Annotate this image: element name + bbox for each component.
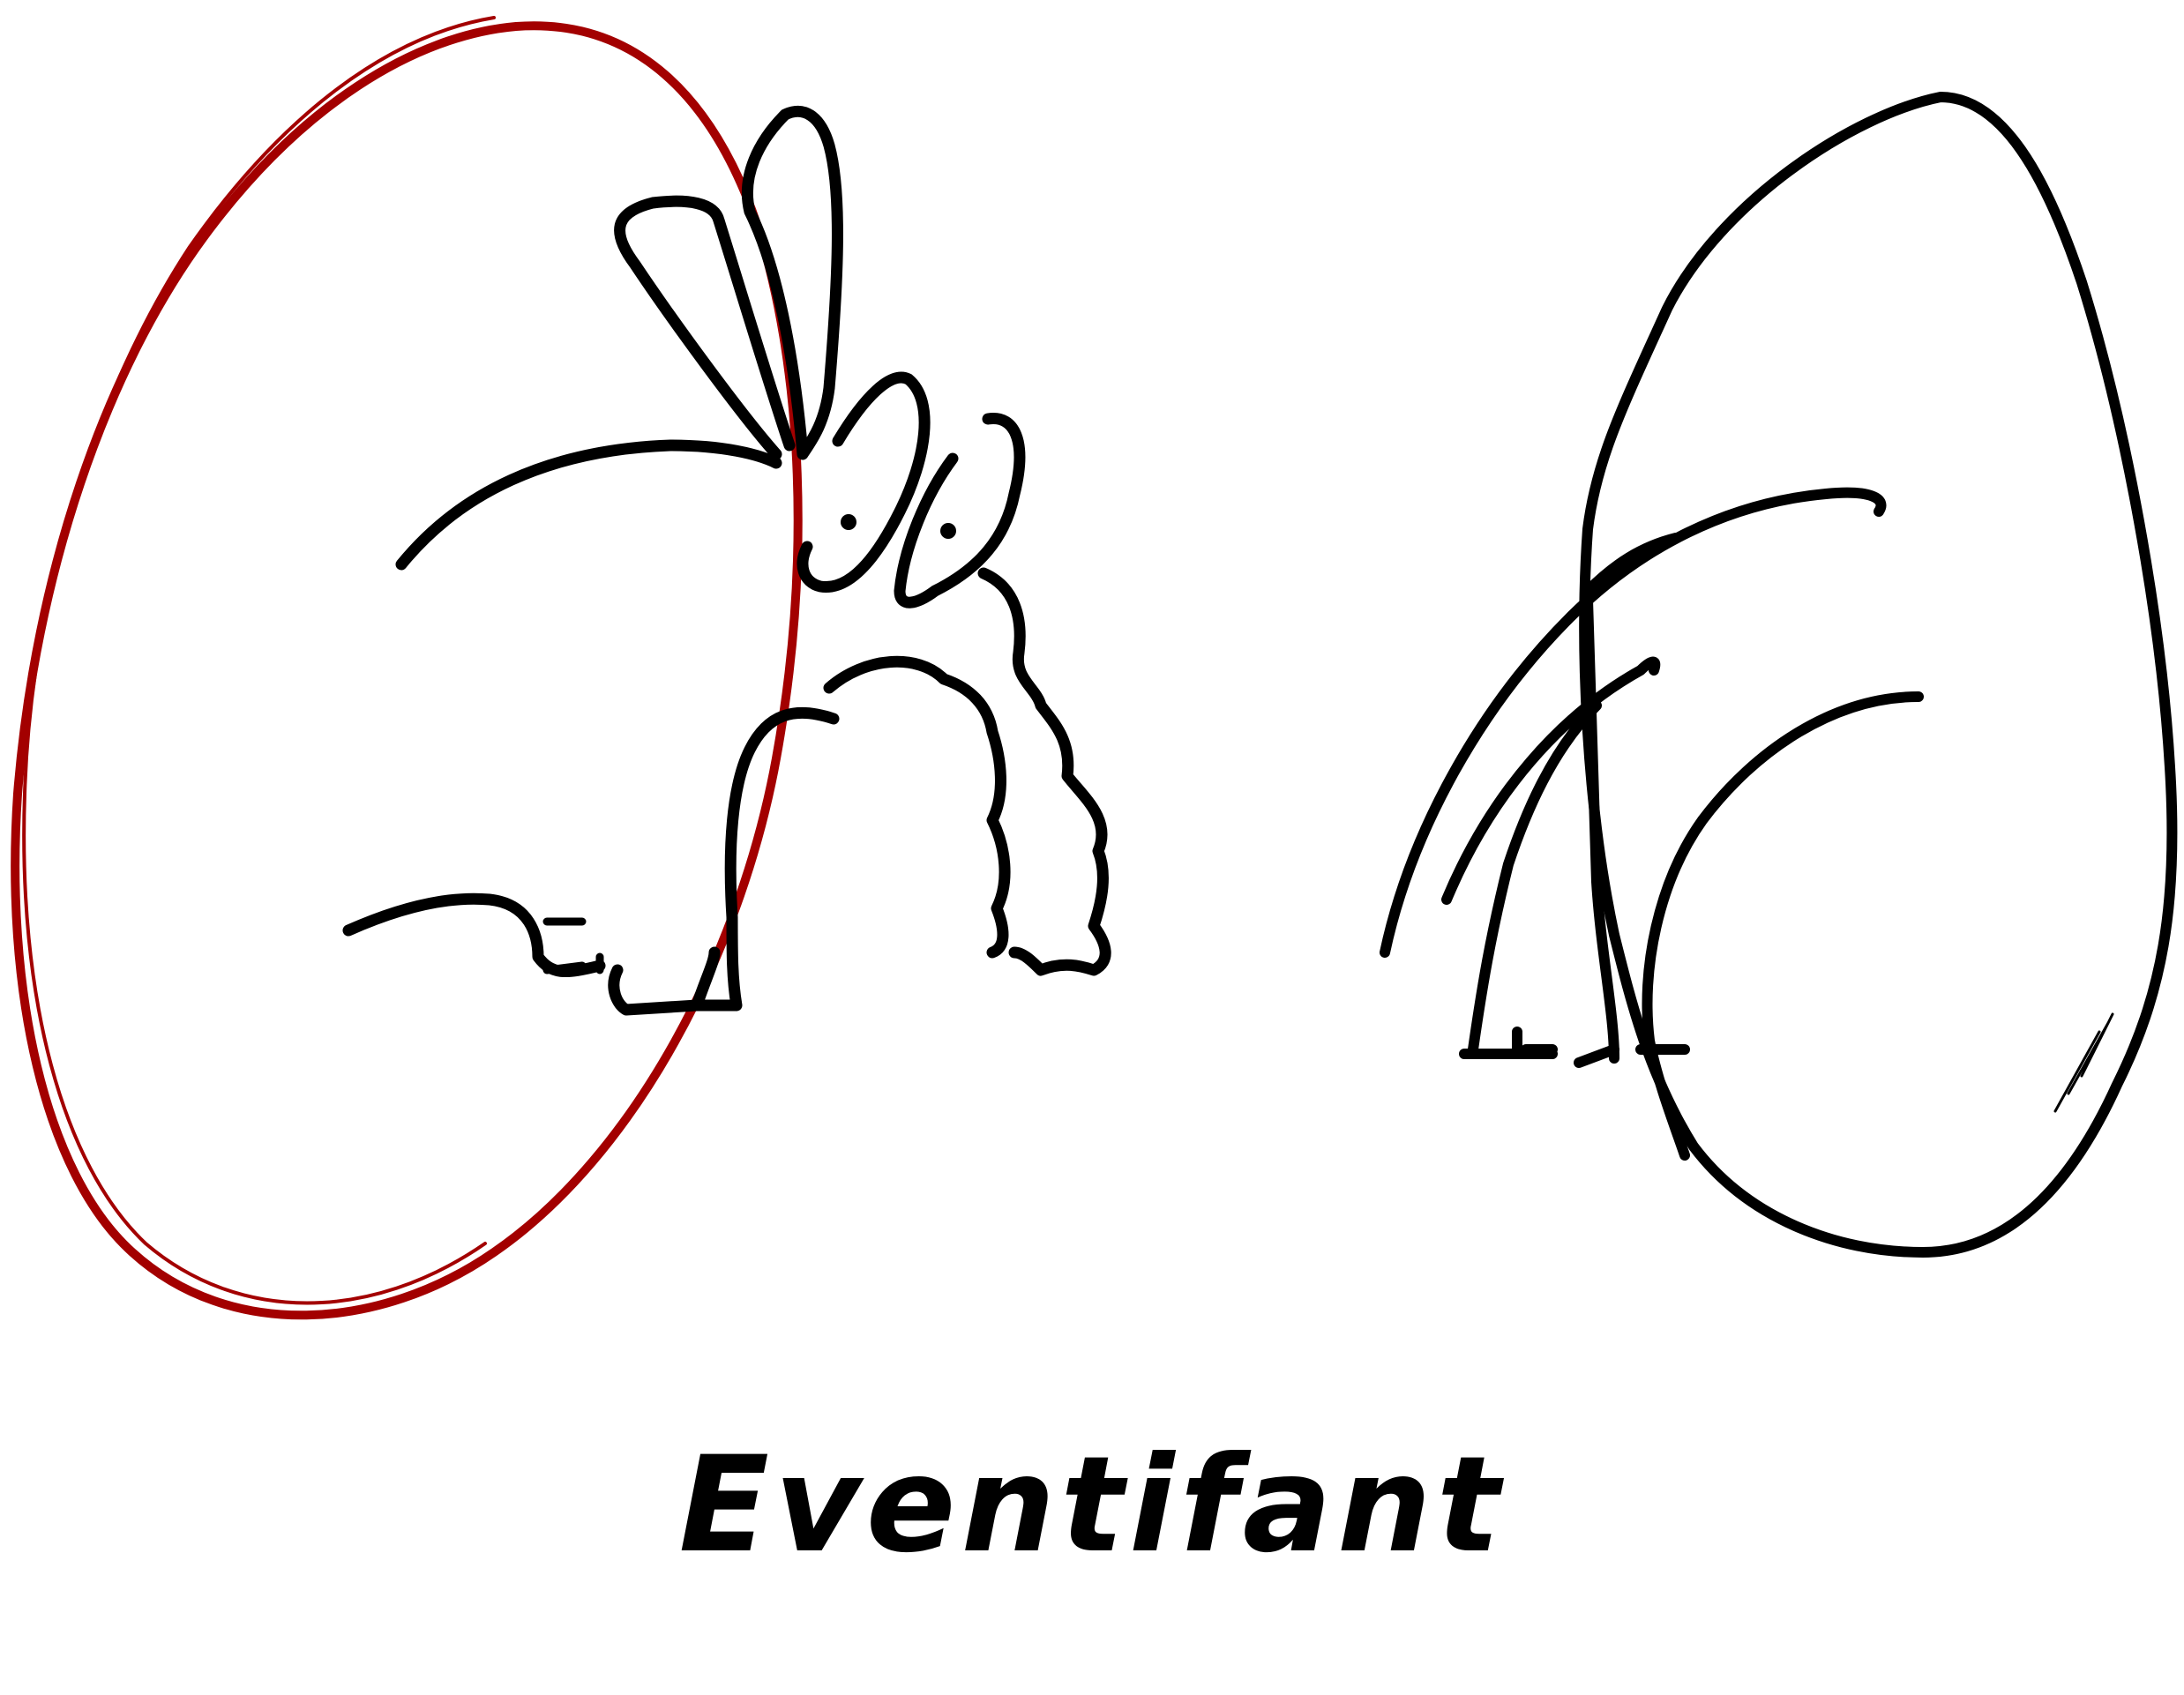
caption-eventifant: Eventifant <box>678 1429 1506 1582</box>
creature-back <box>395 439 782 571</box>
creature-feet <box>342 892 703 1016</box>
silhouette-inner-front <box>1441 656 1661 905</box>
silhouette-leg-right <box>1582 594 1619 1064</box>
silhouette-feet <box>1459 1044 1690 1068</box>
egg-left-outline <box>11 21 803 1320</box>
creature-silhouette-in-egg <box>1380 487 1924 1161</box>
eventifant-creature <box>342 105 1111 1016</box>
egg-right-outline <box>1579 92 2178 1258</box>
creature-eye-right <box>940 523 956 539</box>
creature-left-ear <box>614 195 796 460</box>
creature-head <box>797 371 931 594</box>
creature-right-ear <box>741 105 843 460</box>
creature-eye-left <box>841 514 856 530</box>
silhouette-inner-curve <box>1642 691 1924 1161</box>
creature-toe-marks <box>542 917 604 974</box>
egg-right <box>1579 92 2178 1258</box>
egg-right-hatching <box>2053 1012 2114 1113</box>
creature-front-curve <box>823 655 1011 959</box>
silhouette-back <box>1380 487 1887 958</box>
silhouette-ear-line <box>1582 533 1681 596</box>
creature-trunk <box>977 567 1111 976</box>
creature-body-front <box>691 707 840 1012</box>
egg-left <box>11 16 803 1320</box>
creature-snout <box>894 412 1026 609</box>
egg-left-outline-double <box>22 16 496 1305</box>
